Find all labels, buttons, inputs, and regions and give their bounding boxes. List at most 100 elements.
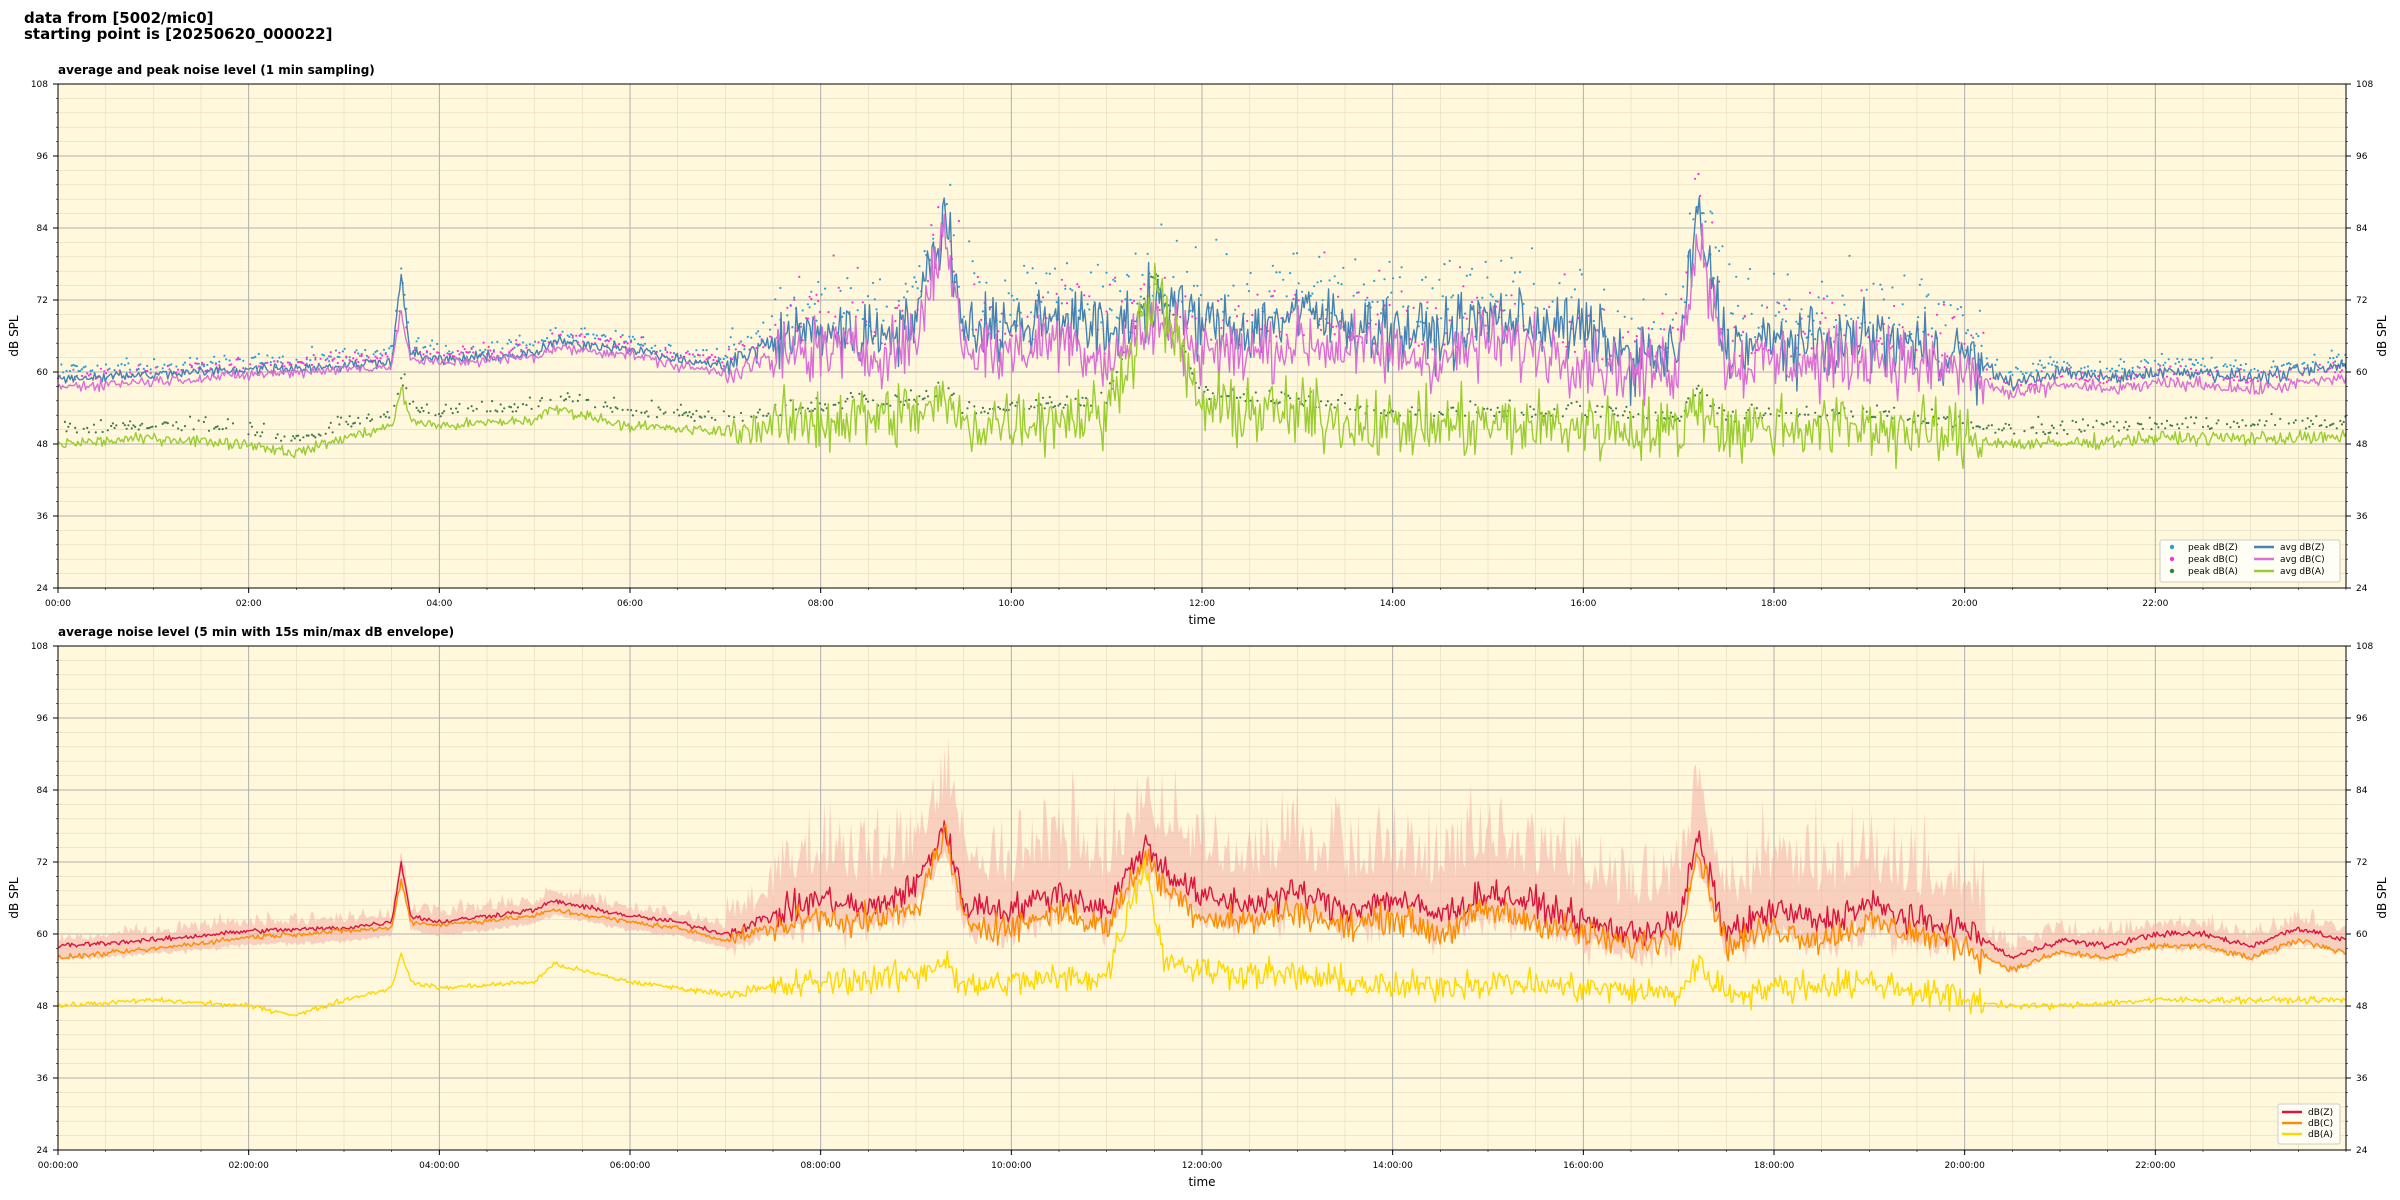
peak-point — [1985, 368, 1988, 371]
peak-point — [1431, 287, 1434, 290]
peak-point — [1026, 315, 1029, 318]
peak-point — [1340, 283, 1343, 286]
peak-point — [2085, 379, 2088, 382]
x-tick-label: 20:00 — [1952, 599, 1978, 609]
peak-point — [755, 346, 758, 350]
peak-point — [1680, 297, 1683, 301]
peak-point — [1694, 177, 1697, 180]
legend-marker — [2169, 544, 2175, 550]
peak-point — [2287, 378, 2290, 381]
peak-point — [86, 426, 89, 429]
peak-point — [1029, 405, 1033, 408]
peak-point — [672, 352, 676, 355]
peak-point — [374, 355, 377, 358]
peak-point — [594, 406, 597, 409]
peak-point — [767, 412, 770, 415]
peak-point — [1532, 282, 1535, 285]
peak-point — [2140, 360, 2143, 363]
peak-point — [530, 407, 533, 410]
peak-point — [1778, 414, 1781, 417]
peak-point — [1374, 323, 1377, 326]
peak-point — [1343, 402, 1347, 405]
peak-point — [292, 435, 295, 438]
peak-point — [360, 352, 363, 356]
peak-point — [1378, 269, 1381, 272]
peak-point — [189, 363, 192, 366]
peak-point — [2225, 423, 2229, 426]
peak-point — [1326, 400, 1329, 403]
peak-point — [616, 407, 619, 410]
y-tick-label-left: 72 — [37, 296, 48, 306]
peak-point — [135, 368, 138, 371]
peak-point — [467, 407, 470, 410]
peak-point — [1990, 424, 1993, 427]
peak-point — [1285, 333, 1288, 336]
peak-point — [1007, 292, 1010, 295]
peak-point — [1970, 334, 1973, 337]
peak-point — [281, 355, 284, 358]
peak-point — [213, 355, 216, 358]
peak-point — [1160, 223, 1163, 226]
peak-point — [2315, 415, 2318, 418]
peak-point — [937, 206, 940, 209]
peak-point — [154, 425, 157, 428]
peak-point — [762, 321, 765, 324]
peak-point — [1530, 415, 1534, 418]
peak-point — [918, 265, 921, 268]
peak-point — [765, 414, 768, 417]
peak-point — [68, 369, 72, 373]
peak-point — [2109, 420, 2112, 423]
peak-point — [104, 372, 108, 375]
peak-point — [861, 301, 864, 304]
peak-point — [568, 335, 571, 338]
peak-point — [1366, 296, 1369, 299]
peak-point — [842, 312, 846, 315]
peak-point — [743, 348, 746, 351]
peak-point — [293, 437, 296, 440]
peak-point — [508, 338, 511, 342]
peak-point — [1134, 252, 1137, 255]
peak-point — [314, 356, 317, 359]
peak-point — [288, 361, 291, 364]
peak-point — [2189, 358, 2193, 361]
peak-point — [1330, 403, 1333, 406]
peak-point — [1978, 309, 1981, 312]
peak-point — [551, 332, 554, 335]
peak-point — [733, 416, 736, 419]
peak-point — [1985, 357, 1988, 360]
peak-point — [336, 415, 339, 418]
peak-point — [2052, 360, 2055, 363]
peak-point — [456, 410, 459, 414]
peak-point — [123, 424, 126, 427]
peak-point — [727, 345, 731, 348]
peak-point — [709, 356, 712, 359]
peak-point — [1486, 407, 1489, 410]
peak-point — [1313, 285, 1316, 288]
peak-point — [1532, 408, 1535, 411]
peak-point — [2069, 366, 2072, 369]
peak-point — [1373, 279, 1376, 282]
peak-point — [286, 361, 289, 364]
peak-point — [1301, 290, 1304, 293]
peak-point — [1774, 314, 1777, 317]
peak-point — [851, 301, 854, 304]
peak-point — [1337, 398, 1340, 402]
peak-point — [1129, 298, 1132, 301]
peak-point — [801, 406, 804, 409]
peak-point — [297, 434, 300, 437]
peak-point — [449, 407, 453, 410]
peak-point — [623, 341, 626, 344]
peak-point — [1440, 317, 1443, 320]
peak-point — [509, 340, 513, 344]
peak-point — [636, 342, 640, 345]
peak-point — [386, 410, 389, 414]
peak-point — [607, 340, 610, 343]
peak-point — [2066, 432, 2069, 436]
peak-point — [2033, 383, 2036, 386]
peak-point — [1918, 283, 1921, 286]
peak-point — [1718, 280, 1721, 283]
peak-point — [305, 434, 308, 437]
peak-point — [734, 348, 737, 351]
peak-point — [437, 351, 441, 354]
peak-point — [1204, 385, 1208, 389]
